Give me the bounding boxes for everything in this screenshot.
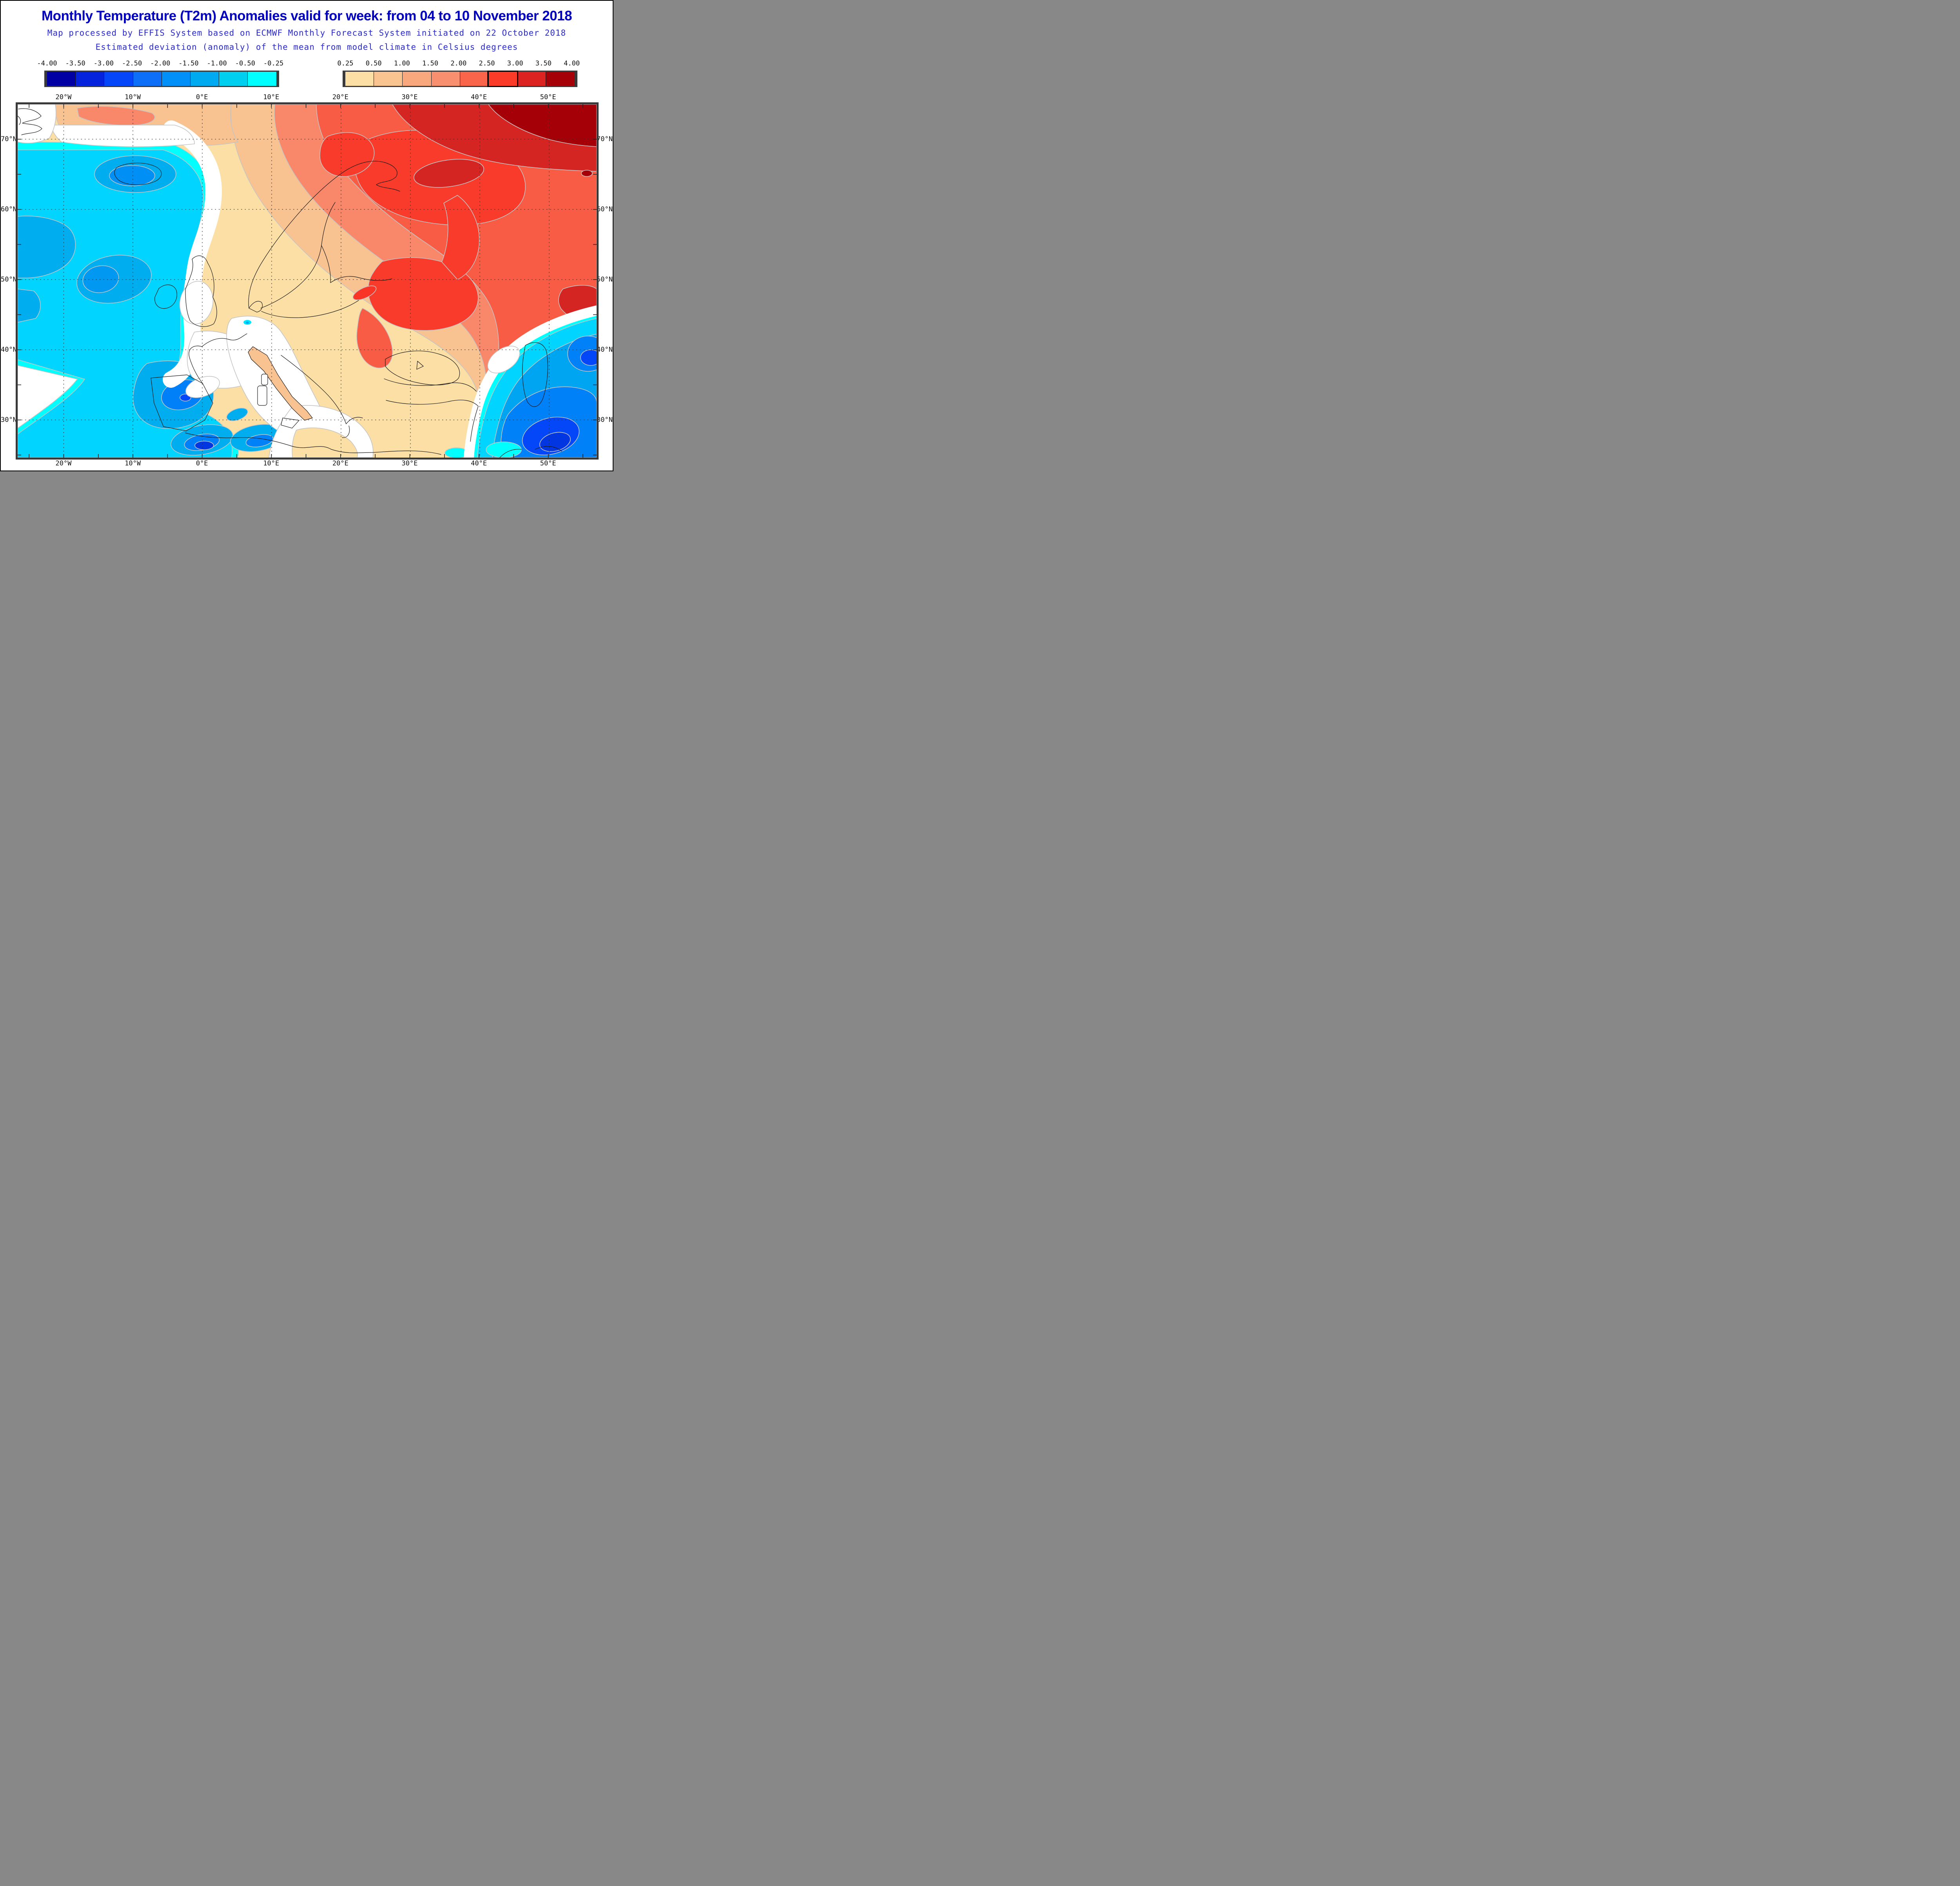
negative-colorbar-cell-2: [104, 72, 133, 86]
effis-anomaly-map-page: Monthly Temperature (T2m) Anomalies vali…: [0, 0, 613, 471]
negative-colorbar-tick-label: -1.50: [178, 60, 199, 67]
negative-colorbar-cell-1: [75, 72, 104, 86]
negative-colorbar-tick-label: -2.50: [122, 60, 142, 67]
page-title: Monthly Temperature (T2m) Anomalies vali…: [41, 8, 572, 24]
longitude-label-bottom: 30°E: [401, 460, 418, 467]
longitude-label-top: 20°E: [332, 93, 348, 101]
negative-colorbar-cell-0: [47, 72, 76, 86]
negative-colorbar-tick-label: -0.50: [235, 60, 255, 67]
latitude-label-left: 50°N: [1, 275, 17, 283]
longitude-label-top: 30°E: [401, 93, 418, 101]
positive-colorbar-tick-label: 1.00: [394, 60, 410, 67]
map-frame: [16, 102, 599, 460]
latitude-label-left: 60°N: [1, 205, 17, 213]
negative-colorbar-tick-label: -0.25: [263, 60, 284, 67]
positive-colorbar-cell-1: [374, 72, 403, 86]
longitude-label-top: 20°W: [55, 93, 72, 101]
negative-colorbar-cell-3: [132, 72, 162, 86]
longitude-label-bottom: 20°W: [55, 460, 72, 467]
positive-colorbar-tick-label: 2.50: [479, 60, 495, 67]
latitude-label-left: 30°N: [1, 416, 17, 424]
cold-region-southeast: [445, 308, 597, 458]
negative-colorbar-tick-label: -2.00: [150, 60, 171, 67]
negative-colorbar-cell-5: [190, 72, 219, 86]
negative-colorbar-tick-label: -4.00: [37, 60, 57, 67]
negative-colorbar-tick-label: -3.50: [65, 60, 85, 67]
positive-colorbar-cell-7: [546, 72, 575, 86]
positive-colorbar-tick-label: 1.50: [422, 60, 439, 67]
longitude-label-top: 40°E: [471, 93, 487, 101]
longitude-label-top: 10°E: [263, 93, 279, 101]
anomaly-map-graphic: [18, 104, 597, 458]
negative-colorbar-cell-4: [161, 72, 190, 86]
negative-colorbar-cell-6: [219, 72, 248, 86]
longitude-label-bottom: 10°E: [263, 460, 279, 467]
positive-colorbar-cell-5: [487, 71, 519, 87]
latitude-label-right: 70°N: [597, 135, 613, 143]
coastlines: [18, 108, 562, 458]
longitude-label-bottom: 20°E: [332, 460, 348, 467]
negative-colorbar-tick-label: -1.00: [207, 60, 227, 67]
longitude-label-top: 50°E: [540, 93, 556, 101]
positive-colorbar-cell-3: [431, 72, 460, 86]
negative-colorbar-tick-label: -3.00: [93, 60, 114, 67]
longitude-label-top: 0°E: [196, 93, 208, 101]
longitude-label-bottom: 10°W: [125, 460, 141, 467]
positive-colorbar-cell-4: [459, 72, 488, 86]
positive-colorbar-tick-label: 0.25: [337, 60, 354, 67]
negative-colorbar-cell-7: [247, 72, 276, 86]
positive-colorbar-tick-label: 0.50: [365, 60, 382, 67]
latitude-label-right: 40°N: [597, 345, 613, 354]
positive-colorbar-tick-label: 3.50: [535, 60, 552, 67]
longitude-label-top: 10°W: [125, 93, 141, 101]
latitude-label-left: 70°N: [1, 135, 17, 143]
latitude-label-left: 40°N: [1, 345, 17, 354]
graticule: [18, 104, 597, 458]
latitude-label-right: 60°N: [597, 205, 613, 213]
longitude-label-bottom: 50°E: [540, 460, 556, 467]
positive-colorbar-tick-label: 3.00: [507, 60, 523, 67]
latitude-label-right: 30°N: [597, 416, 613, 424]
positive-colorbar-cell-6: [517, 72, 546, 86]
positive-colorbar-cell-0: [345, 72, 374, 86]
subtitle-source: Map processed by EFFIS System based on E…: [47, 28, 566, 38]
positive-colorbar-tick-label: 4.00: [564, 60, 580, 67]
cold-region-atlantic: [18, 142, 285, 458]
latitude-label-right: 50°N: [597, 275, 613, 283]
longitude-label-bottom: 0°E: [196, 460, 208, 467]
negative-colorbar: [44, 71, 279, 87]
longitude-label-bottom: 40°E: [471, 460, 487, 467]
positive-colorbar-cell-2: [402, 72, 431, 86]
positive-colorbar-tick-label: 2.00: [450, 60, 467, 67]
positive-colorbar: [343, 71, 577, 87]
edge-ticks: [18, 104, 597, 458]
subtitle-description: Estimated deviation (anomaly) of the mea…: [95, 42, 518, 52]
